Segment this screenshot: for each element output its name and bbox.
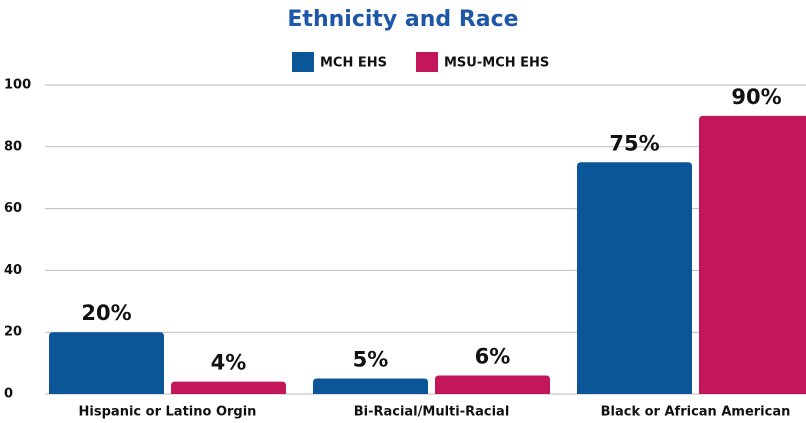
x-tick-label: Black or African American	[601, 405, 791, 420]
x-tick-label: Hispanic or Latino Orgin	[79, 405, 257, 420]
legend-label: MCH EHS	[320, 56, 387, 71]
value-label: 20%	[81, 301, 131, 325]
y-tick-label: 0	[4, 387, 13, 402]
bar	[171, 381, 286, 394]
value-label: 4%	[211, 351, 247, 375]
y-tick-label: 20	[4, 325, 22, 340]
y-tick-label: 80	[4, 139, 22, 154]
y-tick-label: 60	[4, 201, 22, 216]
y-tick-label: 100	[4, 78, 31, 93]
value-label: 5%	[353, 348, 389, 372]
bar	[49, 332, 164, 394]
bar	[577, 162, 692, 394]
legend-swatch	[292, 52, 314, 72]
chart-title: Ethnicity and Race	[287, 7, 518, 32]
value-label: 75%	[609, 131, 659, 155]
legend-swatch	[416, 52, 438, 72]
value-label: 6%	[475, 344, 511, 368]
bar	[313, 378, 428, 394]
value-label: 90%	[731, 85, 781, 109]
bar	[699, 115, 806, 394]
legend-label: MSU-MCH EHS	[444, 56, 549, 71]
x-tick-label: Bi-Racial/Multi-Racial	[354, 405, 510, 420]
y-tick-label: 40	[4, 263, 22, 278]
plot-area: 20% 4% 5% 6% 75% 90%	[45, 84, 806, 395]
bar	[435, 375, 550, 394]
